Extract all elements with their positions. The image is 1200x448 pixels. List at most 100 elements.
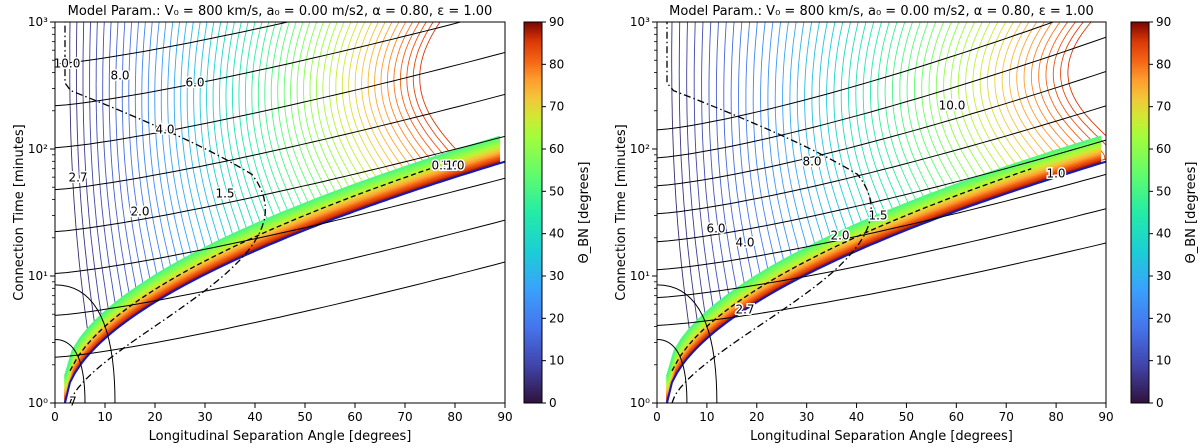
- iso-line: [657, 22, 1055, 131]
- theta-contour-line: [160, 22, 189, 283]
- theta-contour-line: [877, 22, 915, 227]
- theta-contour-line: [315, 22, 357, 211]
- theta-contour-line: [906, 22, 947, 215]
- y-tick-label: 10²: [630, 142, 650, 156]
- x-tick-label: 30: [197, 410, 212, 424]
- theta-contour-line: [994, 22, 1042, 183]
- contour-label: 1.0: [440, 159, 459, 173]
- y-tick-label: 10³: [28, 15, 48, 29]
- contour-label: 1.0: [1046, 167, 1065, 181]
- theta-contour-line: [701, 22, 724, 323]
- theta-contour-band: [665, 152, 1102, 394]
- theta-contour-band: [63, 135, 501, 377]
- y-tick-label: 10¹: [28, 269, 48, 283]
- y-tick-label: 10²: [28, 142, 48, 156]
- theta-contour-line: [108, 22, 132, 316]
- x-tick-label: 60: [347, 410, 362, 424]
- x-tick-label: 70: [999, 410, 1014, 424]
- theta-contour-line: [341, 22, 385, 201]
- contour-label: 10.0: [939, 99, 966, 113]
- chart-title: Model Param.: V₀ = 800 km/s, a₀ = 0.00 m…: [68, 4, 493, 19]
- theta-contour-line: [760, 22, 788, 284]
- theta-contour-line: [141, 22, 167, 294]
- theta-contour-line: [1060, 22, 1106, 161]
- theta-contour-line: [804, 22, 835, 260]
- theta-contour-band: [665, 160, 1102, 402]
- iso-line: [657, 173, 1106, 271]
- theta-contour-band: [63, 147, 501, 389]
- colorbar-label: Θ_BN [degrees]: [1184, 162, 1199, 264]
- theta-contour-line: [225, 22, 259, 249]
- theta-contour-band: [63, 144, 501, 386]
- y-tick-label: 10³: [630, 15, 650, 29]
- theta-contour-line: [935, 22, 978, 204]
- colorbar-tick-label: 0: [1156, 396, 1164, 410]
- theta-contour-line: [348, 22, 392, 199]
- plot-area: [657, 22, 1106, 403]
- theta-contour-line: [121, 22, 146, 307]
- theta-contour-band: [63, 150, 501, 393]
- colorbar-tick-label: 30: [1156, 269, 1171, 283]
- colorbar: [1130, 21, 1150, 404]
- iso-line: [657, 139, 1106, 243]
- theta-contour-line: [738, 22, 764, 297]
- iso-line: [55, 177, 505, 274]
- theta-contour-line: [708, 22, 732, 318]
- theta-contour-band: [665, 144, 1102, 386]
- x-tick-label: 80: [1048, 410, 1063, 424]
- theta-contour-line: [277, 22, 315, 227]
- contour-label: 1.0: [445, 159, 464, 173]
- theta-contour-line: [833, 22, 867, 246]
- theta-contour-line: [134, 22, 160, 298]
- colorbar-tick-label: 80: [549, 57, 564, 71]
- dashed-curve: [69, 168, 431, 372]
- theta-contour-band: [63, 141, 501, 383]
- x-tick-label: 0: [653, 410, 661, 424]
- theta-contour-line: [186, 22, 217, 268]
- theta-contour-line: [782, 22, 811, 272]
- x-tick-label: 0: [51, 410, 59, 424]
- theta-contour-band: [63, 160, 501, 402]
- theta-contour-line: [811, 22, 843, 257]
- theta-contour-line: [855, 22, 891, 237]
- colorbar-tick-label: 30: [549, 269, 564, 283]
- x-axis-label: Longitudinal Separation Angle [degrees]: [149, 429, 412, 444]
- theta-contour-line: [789, 22, 819, 268]
- theta-contour-line: [296, 22, 336, 219]
- colorbar-tick-label: 50: [549, 184, 564, 198]
- colorbar-tick-label: 90: [1156, 15, 1171, 29]
- contour-label: 2.0: [130, 205, 149, 219]
- chart-panel-1: 10.08.0 6.04.02.72.01.51.00.51.070 10 20 30 4…: [12, 4, 592, 444]
- theta-contour-band: [63, 153, 501, 396]
- theta-contour-line: [1067, 22, 1106, 137]
- theta-contour-band: [63, 138, 501, 380]
- theta-contour-line: [767, 22, 796, 280]
- theta-contour-line: [730, 22, 756, 302]
- theta-contour-band: [665, 137, 1102, 379]
- iso-arc: [55, 284, 116, 403]
- theta-contour-line: [95, 22, 118, 326]
- colorbar-tick-label: 70: [1156, 100, 1171, 114]
- theta-contour-line: [818, 22, 851, 253]
- theta-contour-band: [665, 147, 1102, 389]
- theta-contour-band: [665, 143, 1102, 385]
- contour-label: 2.7: [68, 171, 87, 185]
- theta-contour-line: [374, 22, 420, 190]
- plot-frame: [54, 21, 506, 404]
- theta-contour-band: [665, 141, 1102, 383]
- theta-contour-line: [354, 22, 399, 197]
- theta-contour-line: [884, 22, 923, 224]
- x-tick-label: 20: [749, 410, 764, 424]
- theta-contour-band: [665, 140, 1102, 382]
- iso-line: [657, 71, 1106, 187]
- iso-line: [55, 219, 505, 316]
- y-tick-label: 10¹: [630, 269, 650, 283]
- iso-arc: [55, 339, 86, 403]
- theta-contour-line: [715, 22, 740, 312]
- theta-contour-line: [75, 22, 98, 344]
- iso-line: [55, 52, 505, 149]
- x-tick-label: 10: [699, 410, 714, 424]
- theta-contour-line: [69, 22, 91, 351]
- theta-contour-line: [972, 22, 1018, 191]
- colorbar-tick-label: 20: [1156, 311, 1171, 325]
